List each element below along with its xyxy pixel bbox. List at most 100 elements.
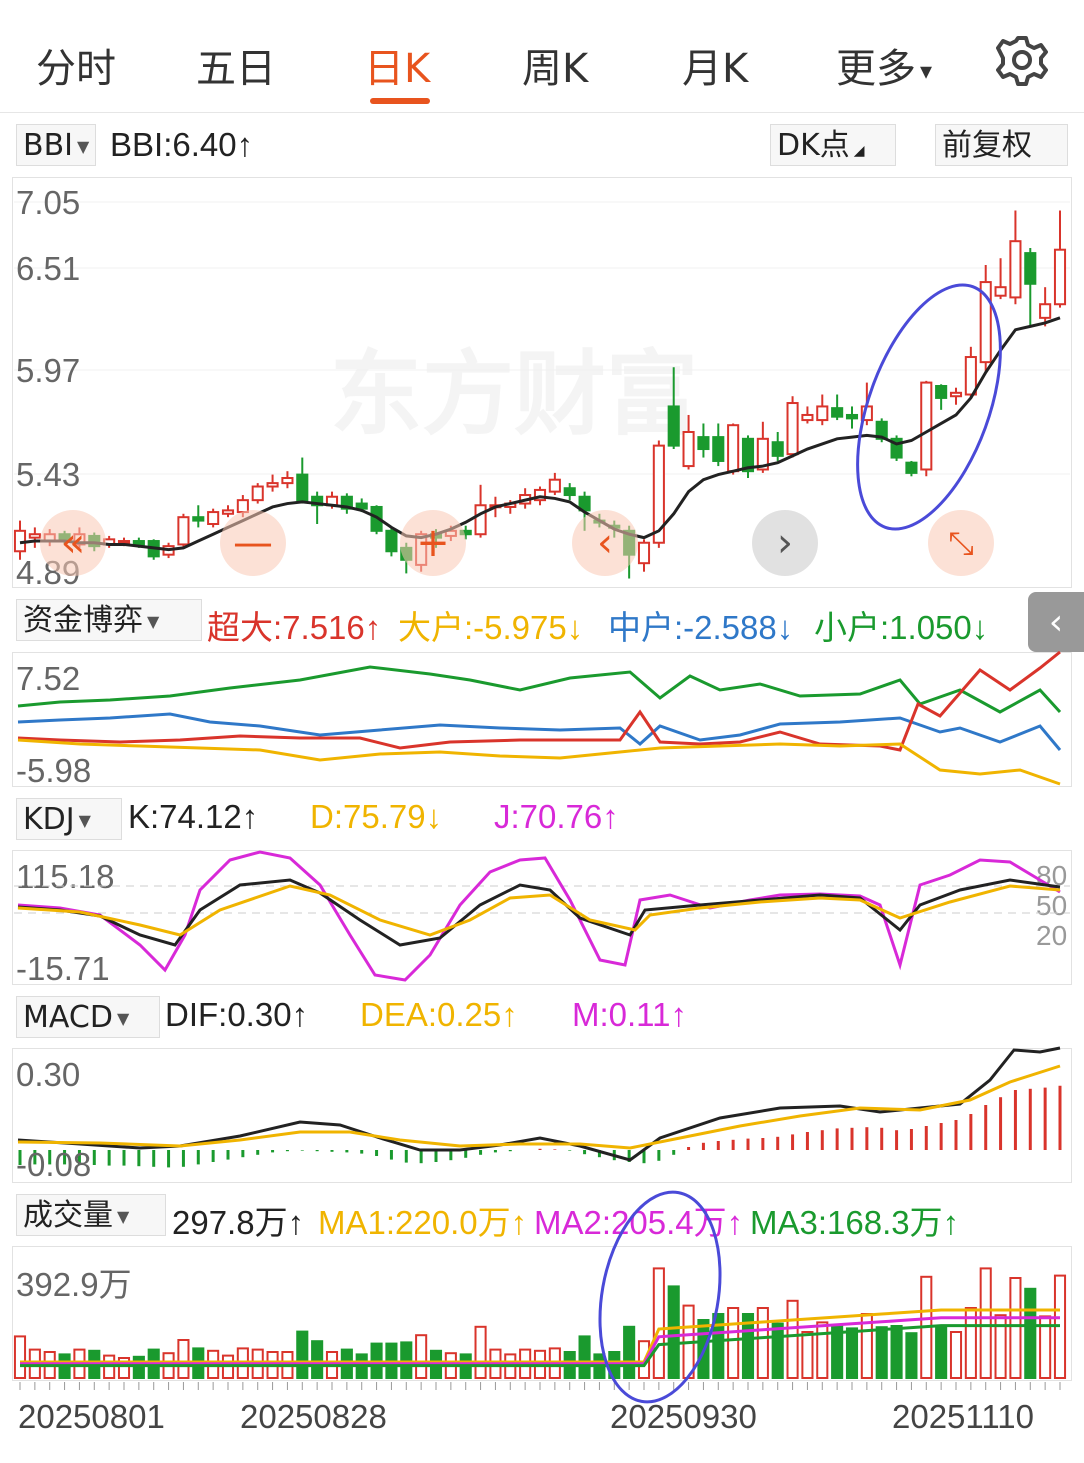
- up-arrow-icon: ↑: [501, 996, 518, 1033]
- volume-bar: [727, 1307, 740, 1379]
- date-label: 20250828: [240, 1398, 387, 1435]
- tab-more[interactable]: 更多 ▾: [836, 36, 932, 94]
- volume-panel: [12, 1246, 1072, 1381]
- main-indicator-label: BBI: [23, 128, 74, 163]
- macd-dif-readout: DIF:0.30↑: [165, 996, 308, 1034]
- volume-bar: [816, 1321, 829, 1380]
- main-indicator-dropdown[interactable]: BBI ▼: [16, 124, 97, 166]
- down-arrow-icon: ↓: [776, 609, 794, 646]
- volume-ma1-line: [20, 1308, 1060, 1364]
- kdj-y-top: 115.18: [16, 858, 115, 895]
- candle: [801, 413, 814, 422]
- candle: [771, 441, 784, 457]
- capital-y-bottom: -5.98: [16, 752, 92, 789]
- fullscreen-button[interactable]: ⤡: [928, 510, 994, 576]
- up-arrow-icon: ↑: [510, 1204, 528, 1241]
- capital-medium-value: 中户:-2.588: [608, 609, 777, 646]
- candle: [652, 444, 665, 544]
- chevron-left-icon: ‹: [597, 520, 613, 566]
- down-arrow-icon: ↓: [425, 798, 443, 835]
- kdj-level-50: 50: [1036, 890, 1068, 921]
- macd-m-readout: M:0.11↑: [572, 996, 687, 1034]
- zoom-out-button[interactable]: —: [220, 510, 286, 576]
- volume-bar: [979, 1267, 992, 1380]
- chevron-down-icon: ▼: [77, 136, 90, 156]
- candle: [920, 381, 933, 471]
- scroll-left-fast-button[interactable]: «: [40, 510, 106, 576]
- dk-point-label: DK点: [777, 128, 850, 163]
- volume-bar: [415, 1334, 428, 1379]
- candle: [474, 504, 487, 536]
- macd-dif-value: DIF:0.30: [165, 996, 292, 1033]
- candlestick-panel[interactable]: [12, 177, 1072, 588]
- volume-bar: [1024, 1287, 1037, 1380]
- macd-indicator-label: MACD: [23, 1000, 113, 1035]
- volume-bar: [578, 1335, 591, 1380]
- macd-y-top: 0.30: [16, 1056, 81, 1093]
- candle: [266, 482, 279, 488]
- chevron-left-icon: ‹: [1048, 601, 1064, 643]
- minus-icon: —: [233, 520, 273, 566]
- scroll-left-button[interactable]: ‹: [572, 510, 638, 576]
- candle: [994, 286, 1007, 297]
- period-tab-bar: 分时 五日 日K 周K 月K 更多 ▾: [0, 0, 1084, 113]
- candle: [741, 437, 755, 473]
- zoom-in-button[interactable]: +: [400, 510, 466, 576]
- candle: [340, 495, 353, 510]
- down-arrow-icon: ↓: [566, 609, 584, 646]
- volume-bar: [771, 1322, 784, 1379]
- candle: [311, 495, 324, 507]
- kdj-d-readout: D:75.79↓: [310, 798, 442, 836]
- kdj-indicator-dropdown[interactable]: KDJ ▼: [16, 798, 122, 840]
- candle: [712, 436, 725, 462]
- candle: [563, 487, 576, 497]
- gear-icon[interactable]: [996, 34, 1048, 86]
- chevron-down-icon: ▼: [147, 611, 160, 631]
- side-panel-toggle[interactable]: ‹: [1028, 592, 1084, 652]
- capital-super-readout: 超大:7.516↑: [207, 601, 381, 649]
- volume-ma3-readout: MA3:168.3万↑: [750, 1196, 959, 1244]
- candle: [905, 461, 918, 474]
- tab-more-label: 更多: [836, 46, 916, 92]
- up-arrow-icon: ↑: [236, 126, 254, 163]
- chevron-down-icon: ▼: [116, 1008, 130, 1028]
- double-chevron-left-icon: «: [60, 520, 86, 566]
- kdj-j-value: J:70.76: [494, 798, 603, 835]
- dk-point-button[interactable]: DK点 ◢: [770, 124, 896, 166]
- tab-monthly-k[interactable]: 月K: [682, 46, 749, 92]
- adjust-mode-button[interactable]: 前复权: [935, 124, 1068, 166]
- bbi-value: BBI:6.40: [110, 126, 237, 163]
- volume-bar: [905, 1332, 918, 1379]
- candle: [355, 502, 368, 510]
- candle: [727, 424, 740, 473]
- volume-ma1-readout: MA1:220.0万↑: [318, 1196, 527, 1244]
- tab-intraday[interactable]: 分时: [36, 46, 116, 92]
- watermark: 东方财富: [330, 320, 698, 453]
- candle: [281, 477, 294, 485]
- tab-weekly-k[interactable]: 周K: [522, 46, 589, 92]
- tab-five-day[interactable]: 五日: [196, 46, 276, 92]
- capital-small-readout: 小户:1.050↓: [814, 601, 988, 649]
- volume-bar: [132, 1355, 145, 1380]
- macd-indicator-dropdown[interactable]: MACD ▼: [16, 996, 160, 1038]
- volume-bar: [801, 1331, 814, 1379]
- corner-triangle-icon: ◢: [853, 143, 865, 159]
- candle: [949, 391, 963, 398]
- kdj-y-bottom: -15.71: [16, 950, 110, 987]
- bbi-line: [19, 316, 1061, 552]
- candle: [251, 485, 264, 502]
- y-axis-label: 5.43: [16, 456, 81, 493]
- kdj-k-readout: K:74.12↑: [128, 798, 258, 836]
- capital-indicator-dropdown[interactable]: 资金博弈 ▼: [16, 599, 202, 641]
- tab-daily-k[interactable]: 日K: [364, 46, 431, 92]
- macd-y-bottom: -0.08: [16, 1146, 92, 1183]
- adjust-mode-label: 前复权: [942, 128, 1032, 163]
- candle: [385, 529, 398, 553]
- volume-indicator-dropdown[interactable]: 成交量 ▼: [16, 1194, 166, 1236]
- scroll-right-button[interactable]: ›: [752, 510, 818, 576]
- up-arrow-icon: ↑: [670, 996, 687, 1033]
- volume-bar: [786, 1299, 799, 1380]
- up-arrow-icon: ↑: [602, 798, 619, 835]
- macd-panel: [12, 1048, 1072, 1183]
- volume-bar: [890, 1325, 903, 1379]
